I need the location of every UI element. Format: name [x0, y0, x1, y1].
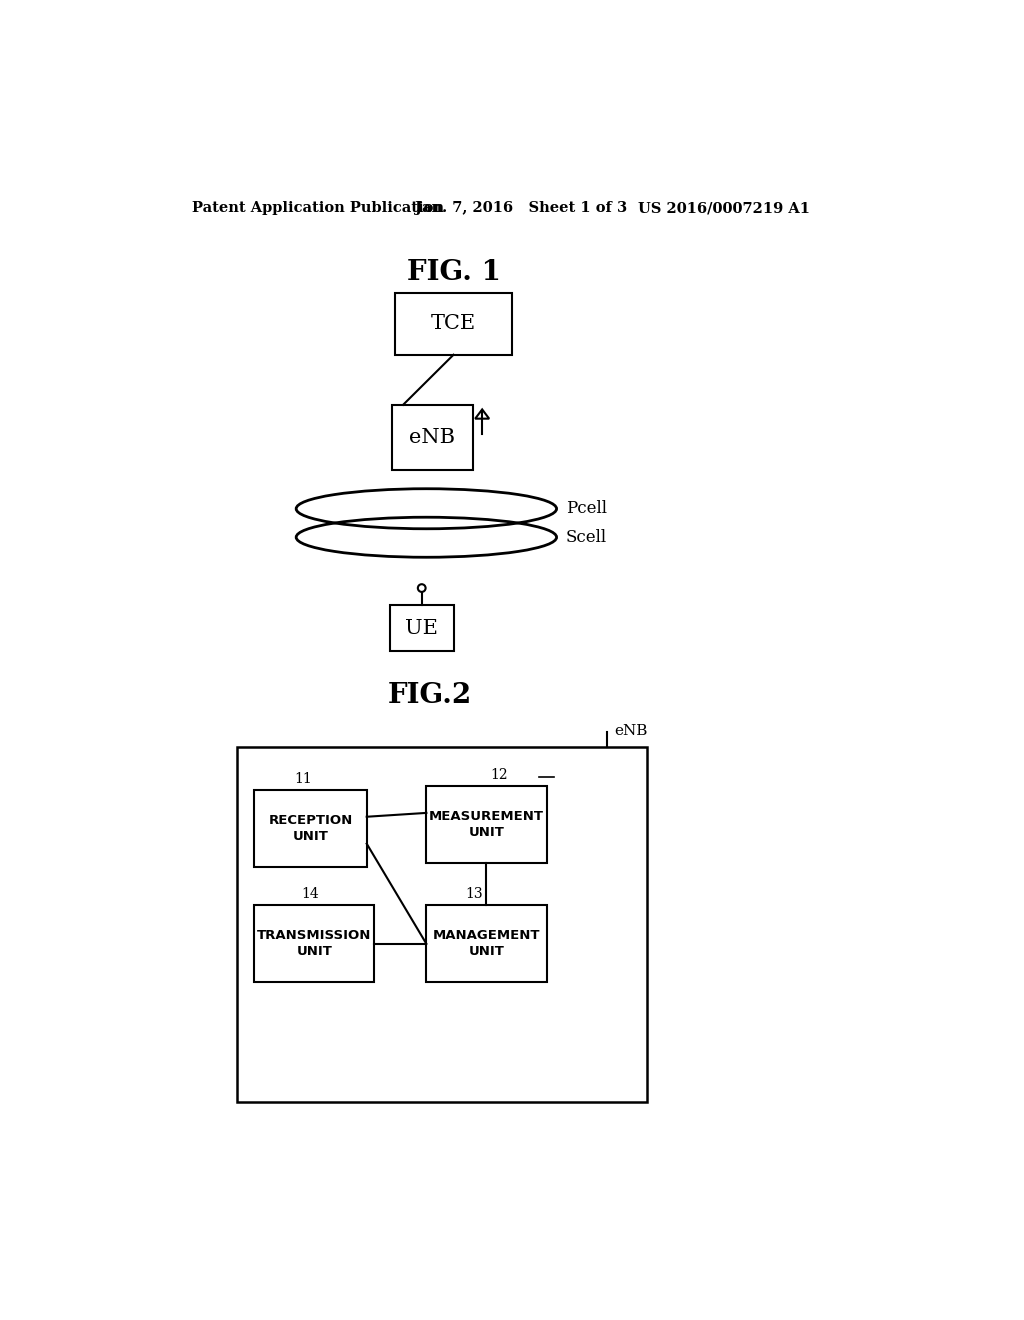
Text: US 2016/0007219 A1: US 2016/0007219 A1 [638, 202, 810, 215]
Text: Scell: Scell [566, 529, 607, 545]
Text: Pcell: Pcell [566, 500, 607, 517]
Text: TCE: TCE [431, 314, 476, 334]
Text: eNB: eNB [410, 428, 456, 447]
Bar [237, 747, 647, 1102]
Text: RECEPTION
UNIT: RECEPTION UNIT [268, 814, 352, 842]
Text: TRANSMISSION
UNIT: TRANSMISSION UNIT [257, 929, 372, 958]
Bar [395, 293, 512, 355]
Bar [391, 405, 473, 470]
Text: 12: 12 [490, 768, 508, 781]
Text: Jan. 7, 2016   Sheet 1 of 3: Jan. 7, 2016 Sheet 1 of 3 [415, 202, 627, 215]
Text: 11: 11 [294, 772, 311, 785]
Text: MANAGEMENT
UNIT: MANAGEMENT UNIT [433, 929, 541, 958]
Text: MEASUREMENT
UNIT: MEASUREMENT UNIT [429, 810, 544, 840]
Bar [390, 605, 454, 651]
Bar [426, 785, 547, 863]
Text: FIG.2: FIG.2 [388, 682, 472, 709]
Bar [254, 789, 367, 867]
Text: 14: 14 [302, 887, 319, 902]
Text: 13: 13 [465, 887, 482, 902]
Text: FIG. 1: FIG. 1 [407, 259, 501, 286]
Text: UE: UE [406, 619, 438, 638]
Text: Patent Application Publication: Patent Application Publication [193, 202, 444, 215]
Bar [426, 906, 547, 982]
Bar [254, 906, 375, 982]
Text: eNB: eNB [614, 725, 648, 738]
